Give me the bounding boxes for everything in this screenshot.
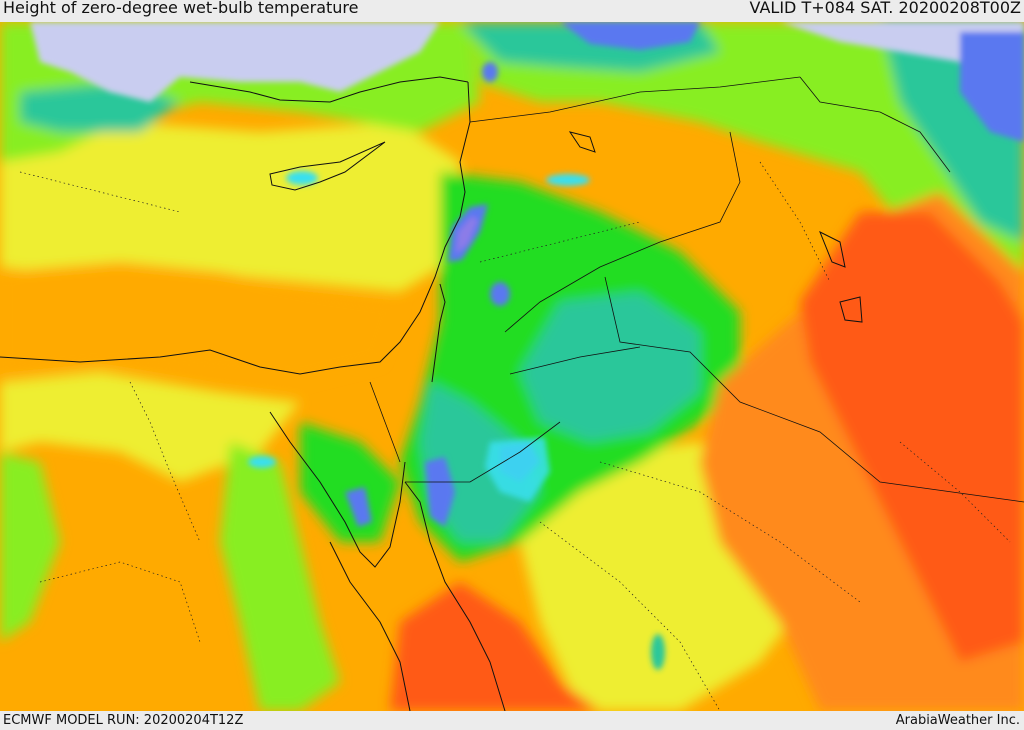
cyan-spot-egypt — [651, 634, 665, 670]
sea-zone — [30, 22, 440, 102]
weather-map[interactable] — [0, 22, 1024, 711]
red-zone-red-sea — [390, 582, 600, 711]
model-run: ECMWF MODEL RUN: 20200204T12Z — [3, 713, 244, 728]
green-zone-levant — [470, 22, 1024, 302]
header-bar: Height of zero-degree wet-bulb temperatu… — [0, 0, 1024, 22]
cyan-zone-jordan — [485, 437, 550, 502]
yellow-zone-south-egypt — [0, 372, 300, 482]
blue-spot-turkey — [482, 62, 498, 82]
valid-time: VALID T+084 SAT. 20200208T00Z — [749, 0, 1021, 17]
map-canvas — [0, 22, 1024, 711]
cyan-spot-sinai — [248, 456, 276, 468]
yellow-zone-egypt — [0, 122, 460, 292]
coastlines — [0, 76, 863, 711]
green-zone-nile — [220, 442, 340, 711]
purple-zone-lebanon — [456, 216, 478, 254]
blue-zone-sinai — [345, 487, 372, 527]
borders — [369, 76, 1024, 503]
blue-zone-northeast — [960, 32, 1024, 142]
credit-label: ArabiaWeather Inc. — [895, 713, 1020, 728]
green-zone-sinai — [300, 422, 400, 542]
cyan-spot-cyprus — [286, 171, 318, 185]
red-zone-arabia — [800, 212, 1024, 662]
blue-zone-hejaz — [425, 457, 455, 527]
orange-zone-egypt — [0, 262, 400, 382]
map-title: Height of zero-degree wet-bulb temperatu… — [3, 0, 359, 17]
blue-zone-north — [560, 22, 700, 50]
cyan-spot-syria — [546, 174, 590, 186]
green-zone-west-egypt — [0, 452, 60, 642]
cyprus-outline — [269, 141, 386, 191]
blue-spot-syria — [490, 282, 510, 306]
teal-zone-jordan — [520, 292, 700, 442]
province-lines — [19, 161, 1011, 711]
footer-bar: ECMWF MODEL RUN: 20200204T12Z ArabiaWeat… — [0, 711, 1024, 729]
